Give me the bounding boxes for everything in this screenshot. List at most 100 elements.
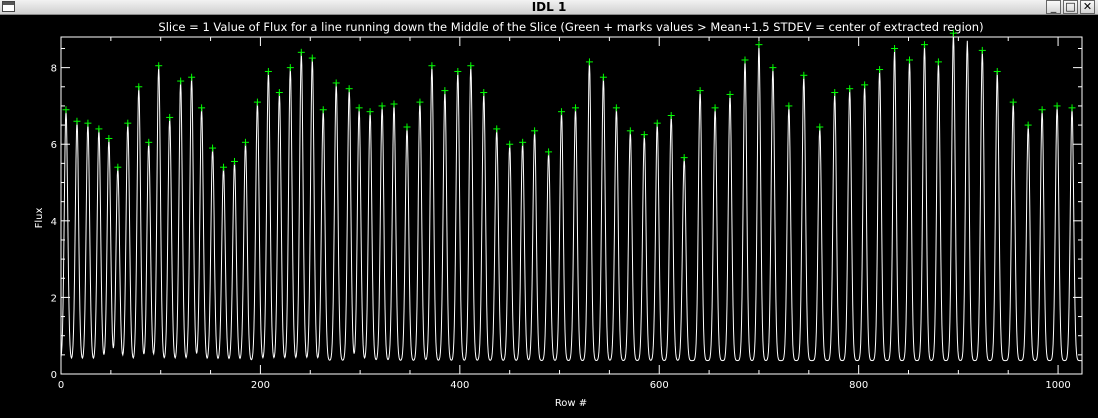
peak-marker [816, 123, 824, 131]
peak-marker [366, 108, 374, 116]
peak-marker [493, 125, 501, 133]
peak-marker [993, 67, 1001, 75]
window-titlebar[interactable]: IDL 1 _ □ ✕ [0, 0, 1098, 15]
peak-marker [135, 83, 143, 91]
y-tick-label: 8 [51, 64, 57, 75]
peak-marker [275, 89, 283, 97]
x-tick-label: 800 [849, 380, 868, 391]
peak-marker [355, 104, 363, 112]
peak-marker [506, 140, 514, 148]
peak-marker [1024, 121, 1032, 129]
flux-curve [60, 33, 1082, 362]
peak-marker [441, 87, 449, 95]
peak-marker [612, 104, 620, 112]
peak-marker [934, 58, 942, 66]
peak-marker [800, 71, 808, 79]
peak-marker [831, 89, 839, 97]
chart-title: Slice = 1 Value of Flux for a line runni… [158, 20, 983, 34]
plot-area: Slice = 1 Value of Flux for a line runni… [0, 15, 1098, 418]
peak-marker [345, 85, 353, 93]
peak-marker [62, 106, 70, 114]
peak-marker [155, 62, 163, 70]
y-axis-label: Flux [34, 208, 45, 229]
peak-marker [403, 123, 411, 131]
peak-marker [416, 98, 424, 106]
peak-marker [545, 148, 553, 156]
peak-marker [220, 163, 228, 171]
x-axis-label: Row # [555, 398, 587, 409]
peak-marker [428, 62, 436, 70]
y-tick-label: 6 [51, 140, 57, 151]
x-tick-label: 0 [58, 380, 64, 391]
peak-marker [585, 58, 593, 66]
peak-marker [599, 73, 607, 81]
peak-marker [286, 64, 294, 72]
peak-marker [755, 41, 763, 49]
peak-marker [667, 112, 675, 120]
peak-marker [95, 125, 103, 133]
peak-marker [378, 102, 386, 110]
peak-marker [241, 138, 249, 146]
peak-marker [571, 104, 579, 112]
peak-marker [978, 46, 986, 54]
plot-frame [60, 36, 1083, 375]
peak-marker [531, 127, 539, 135]
peak-marker [920, 41, 928, 49]
peak-marker [124, 119, 132, 127]
axes: 0 200 400 600 800 1000 0 2 4 6 8 [51, 36, 1083, 391]
peak-marker [741, 56, 749, 64]
peak-marker [726, 90, 734, 98]
peak-marker [319, 106, 327, 114]
peak-marker [1068, 104, 1076, 112]
peak-marker [253, 98, 261, 106]
peak-marker [558, 108, 566, 116]
peak-marker [177, 77, 185, 85]
y-tick-label: 2 [51, 293, 57, 304]
peak-marker [519, 138, 527, 146]
maximize-button[interactable]: □ [1063, 0, 1078, 14]
peak-marker [114, 163, 122, 171]
peak-marker [861, 81, 869, 89]
peak-marker [1038, 106, 1046, 114]
peak-marker [785, 102, 793, 110]
peak-marker [680, 154, 688, 162]
x-tick-label: 600 [650, 380, 669, 391]
peak-marker [891, 44, 899, 52]
peak-marker [1009, 98, 1017, 106]
peak-marker [198, 104, 206, 112]
peak-marker [653, 119, 661, 127]
peak-marker [166, 113, 174, 121]
close-button[interactable]: ✕ [1080, 0, 1095, 14]
peak-marker [769, 64, 777, 72]
peak-marker [230, 157, 238, 165]
peak-marker [308, 54, 316, 62]
x-tick-label: 200 [251, 380, 270, 391]
peak-marker [696, 87, 704, 95]
flux-line [60, 33, 1082, 362]
peak-marker [297, 48, 305, 56]
peak-marker [626, 127, 634, 135]
peak-marker [711, 104, 719, 112]
minimize-button[interactable]: _ [1046, 0, 1061, 14]
peak-marker [640, 131, 648, 139]
x-tick-label: 1000 [1045, 380, 1070, 391]
window-menu-icon[interactable] [2, 1, 15, 12]
x-tick-label: 400 [450, 380, 469, 391]
peak-markers [62, 29, 1076, 171]
peak-marker [846, 85, 854, 93]
y-tick-label: 0 [51, 370, 57, 381]
peak-marker [949, 29, 957, 37]
peak-marker [332, 79, 340, 87]
peak-marker [876, 66, 884, 74]
window-title: IDL 1 [531, 0, 567, 14]
peak-marker [467, 62, 475, 70]
peak-marker [1053, 102, 1061, 110]
peak-marker [209, 144, 217, 152]
peak-marker [906, 56, 914, 64]
peak-marker [105, 134, 113, 142]
peak-marker [73, 117, 81, 125]
peak-marker [480, 89, 488, 97]
peak-marker [454, 67, 462, 75]
peak-marker [264, 67, 272, 75]
y-tick-label: 4 [51, 217, 57, 228]
